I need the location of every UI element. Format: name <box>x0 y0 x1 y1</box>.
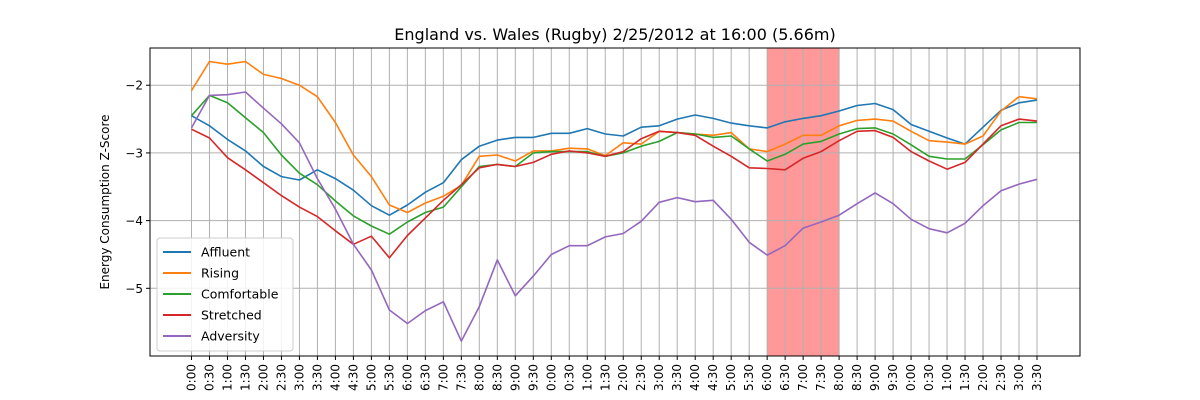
x-tick-label: 2:00 <box>616 364 630 391</box>
series-line-rising <box>190 60 1038 214</box>
x-tick-label: 3:00 <box>292 364 306 391</box>
grid-layer <box>150 48 1080 356</box>
y-tick-label: −3 <box>125 146 143 160</box>
x-tick-label: 2:30 <box>994 364 1008 391</box>
x-tick-label: 1:30 <box>238 364 252 391</box>
chart-title: England vs. Wales (Rugby) 2/25/2012 at 1… <box>394 25 835 44</box>
series-layer <box>190 60 1038 342</box>
legend-label: Adversity <box>201 329 260 344</box>
plot-frame <box>149 47 1081 357</box>
x-tick-label: 0:30 <box>922 364 936 391</box>
x-tick-label: 6:30 <box>778 364 792 391</box>
x-tick-label: 2:00 <box>256 364 270 391</box>
x-tick-label: 0:30 <box>202 364 216 391</box>
x-tick-label: 1:00 <box>580 364 594 391</box>
x-tick-label: 4:00 <box>328 364 342 391</box>
x-tick-label: 8:30 <box>850 364 864 391</box>
series-line-comfortable <box>190 94 1037 235</box>
x-tick-label: 9:00 <box>508 364 522 391</box>
x-tick-label: 9:00 <box>868 364 882 391</box>
x-tick-label: 9:30 <box>886 364 900 391</box>
x-tick-label: 6:30 <box>418 364 432 391</box>
x-tick-label: 7:30 <box>454 364 468 391</box>
x-tick-label: 4:30 <box>706 364 720 391</box>
x-tick-label: 0:00 <box>544 364 558 391</box>
x-tick-label: 8:30 <box>490 364 504 391</box>
x-tick-label: 2:30 <box>274 364 288 391</box>
series-line-stretched <box>191 118 1038 259</box>
x-tick-label: 7:00 <box>796 364 810 391</box>
legend-box <box>156 237 294 352</box>
y-tick-label: −4 <box>125 214 143 228</box>
x-tick-label: 0:30 <box>562 364 576 391</box>
series-line-adversity <box>190 91 1038 342</box>
x-tick-label: 7:00 <box>436 364 450 391</box>
x-tick-label: 8:00 <box>832 364 846 391</box>
x-tick-label: 5:00 <box>364 364 378 391</box>
x-tick-label: 5:00 <box>724 364 738 391</box>
x-tick-label: 2:30 <box>634 364 648 391</box>
x-tick-label: 0:00 <box>904 364 918 391</box>
legend-label: Affluent <box>201 245 250 260</box>
x-tick-label: 3:30 <box>1030 364 1044 391</box>
x-tick-label: 3:30 <box>670 364 684 391</box>
y-tick-label: −2 <box>125 79 143 93</box>
y-axis-label: Energy Consumption Z-Score <box>98 114 112 289</box>
x-tick-label: 3:00 <box>652 364 666 391</box>
x-tick-label: 4:30 <box>346 364 360 391</box>
legend-label: Rising <box>201 266 239 281</box>
x-tick-label: 3:00 <box>1012 364 1026 391</box>
x-tick-label: 7:30 <box>814 364 828 391</box>
x-tick-label: 1:00 <box>940 364 954 391</box>
x-tick-label: 5:30 <box>742 364 756 391</box>
x-tick-label: 1:30 <box>598 364 612 391</box>
legend-label: Stretched <box>201 308 262 323</box>
y-tick-label: −5 <box>125 282 143 296</box>
x-tick-label: 6:00 <box>400 364 414 391</box>
x-tick-label: 2:00 <box>976 364 990 391</box>
x-tick-label: 5:30 <box>382 364 396 391</box>
x-tick-label: 8:00 <box>472 364 486 391</box>
x-tick-label: 4:00 <box>688 364 702 391</box>
series-line-affluent <box>191 99 1038 216</box>
tick-layer: 0:00 0:30 1:00 1:30 2:00 2:30 3:00 3:30 4:00 4:30… <box>125 79 1044 391</box>
x-tick-label: 3:30 <box>310 364 324 391</box>
legend-label: Comfortable <box>201 287 279 302</box>
x-tick-label: 0:00 <box>185 364 199 391</box>
x-tick-label: 1:30 <box>958 364 972 391</box>
x-tick-label: 6:00 <box>760 364 774 391</box>
x-tick-label: 1:00 <box>220 364 234 391</box>
legend: Affluent Rising Comfortable Stretched Advers… <box>156 237 294 352</box>
x-tick-label: 9:30 <box>526 364 540 391</box>
